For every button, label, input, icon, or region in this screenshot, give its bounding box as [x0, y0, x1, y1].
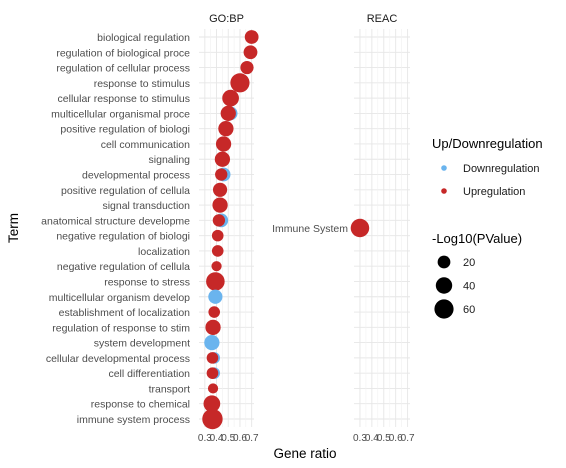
- legend-pvalue-key: [434, 299, 454, 319]
- data-point-up: [202, 408, 223, 430]
- data-point-up: [218, 121, 234, 137]
- y-tick-label: positive regulation of biologi: [60, 124, 190, 136]
- y-tick-label: cellular developmental process: [46, 353, 190, 365]
- y-tick-label: localization: [138, 246, 190, 258]
- y-tick-label: regulation of biological proce: [56, 47, 190, 59]
- data-point-down: [208, 289, 223, 304]
- x-axis-label: Gene ratio: [273, 446, 336, 461]
- data-point-up: [211, 245, 224, 257]
- legend-direction-label: Downregulation: [463, 163, 539, 175]
- y-tick-label: response to chemical: [91, 399, 190, 411]
- x-tick-label: 0.4: [210, 433, 224, 444]
- facet-strip-label: REAC: [367, 13, 398, 25]
- data-point-up: [230, 73, 250, 93]
- legend-pvalue-label: 20: [463, 257, 475, 269]
- legend-direction-label: Upregulation: [463, 186, 525, 198]
- y-tick-label: anatomical structure developme: [41, 215, 190, 227]
- data-point-up: [240, 60, 254, 75]
- y-tick-label: system development: [94, 338, 190, 350]
- y-tick-label: Immune System: [272, 223, 348, 235]
- y-tick-label: negative regulation of biologi: [56, 231, 190, 243]
- y-tick-label: response to stimulus: [94, 78, 190, 90]
- data-point-up: [205, 319, 221, 335]
- y-tick-label: regulation of cellular process: [56, 63, 190, 75]
- y-tick-label: multicellular organismal proce: [51, 108, 190, 120]
- data-point-up: [207, 383, 219, 394]
- x-tick-label: 0.5: [221, 433, 235, 444]
- y-tick-label: signal transduction: [102, 200, 190, 212]
- facet-strip-label: GO:BP: [209, 13, 244, 25]
- data-point-up: [243, 45, 258, 60]
- y-tick-label: developmental process: [82, 170, 190, 182]
- legend-direction-key: [441, 188, 447, 194]
- data-point-up: [215, 136, 232, 152]
- data-point-up: [208, 306, 221, 318]
- y-tick-label: transport: [149, 383, 191, 395]
- legend-pvalue-key: [435, 277, 453, 294]
- data-point-down: [204, 334, 220, 351]
- data-point-up: [214, 151, 231, 167]
- legend-direction: Up/Downregulation Downregulation Upregula…: [432, 136, 543, 198]
- data-point-up: [206, 352, 219, 364]
- legend-direction-key: [441, 165, 447, 171]
- y-tick-label: immune system process: [77, 414, 190, 426]
- y-tick-label: negative regulation of cellula: [57, 261, 190, 273]
- data-point-up: [211, 229, 224, 242]
- data-point-up: [220, 105, 236, 122]
- y-tick-label: regulation of response to stim: [52, 322, 190, 334]
- legend-pvalue-title: -Log10(PValue): [432, 231, 522, 246]
- y-axis-label: Term: [6, 213, 21, 243]
- y-tick-label: biological regulation: [97, 32, 190, 44]
- data-point-up: [212, 214, 226, 227]
- data-point-up: [244, 30, 259, 44]
- x-tick-label: 0.6: [389, 433, 403, 444]
- y-tick-label: response to stress: [104, 276, 190, 288]
- y-tick-label: cellular response to stimulus: [58, 93, 190, 105]
- x-tick-label: 0.7: [401, 433, 415, 444]
- y-tick-label: cell differentiation: [108, 368, 190, 380]
- data-point-up: [206, 272, 225, 291]
- facet-go-bp: GO:BP 0.30.40.50.60.7 biological regulatio…: [41, 13, 259, 444]
- data-point-up: [212, 197, 228, 213]
- y-tick-label: cell communication: [101, 139, 190, 151]
- legend-pvalue: -Log10(PValue) 20 40 60: [432, 231, 522, 319]
- legend-direction-title: Up/Downregulation: [432, 136, 543, 151]
- x-tick-label: 0.3: [198, 433, 212, 444]
- facet-reac: REAC 0.30.40.50.60.7 Immune System: [272, 13, 415, 444]
- legend-pvalue-key: [437, 255, 451, 269]
- data-point-up: [222, 89, 239, 107]
- data-point-up: [203, 395, 221, 413]
- y-tick-label: signaling: [149, 154, 191, 166]
- x-tick-label: 0.6: [233, 433, 247, 444]
- x-tick-label: 0.4: [365, 433, 379, 444]
- x-tick-label: 0.7: [245, 433, 259, 444]
- legend-pvalue-label: 60: [463, 304, 475, 316]
- y-tick-label: positive regulation of cellula: [61, 185, 190, 197]
- x-tick-label: 0.5: [377, 433, 391, 444]
- data-point-up: [211, 261, 222, 272]
- y-tick-label: establishment of localization: [59, 307, 190, 319]
- y-tick-label: multicellular organism develop: [49, 292, 190, 304]
- legend-pvalue-label: 40: [463, 281, 475, 293]
- data-point-up: [206, 367, 219, 379]
- data-point-up: [212, 182, 228, 197]
- data-point-up: [350, 218, 370, 238]
- x-tick-label: 0.3: [353, 433, 367, 444]
- data-point-up: [215, 168, 228, 181]
